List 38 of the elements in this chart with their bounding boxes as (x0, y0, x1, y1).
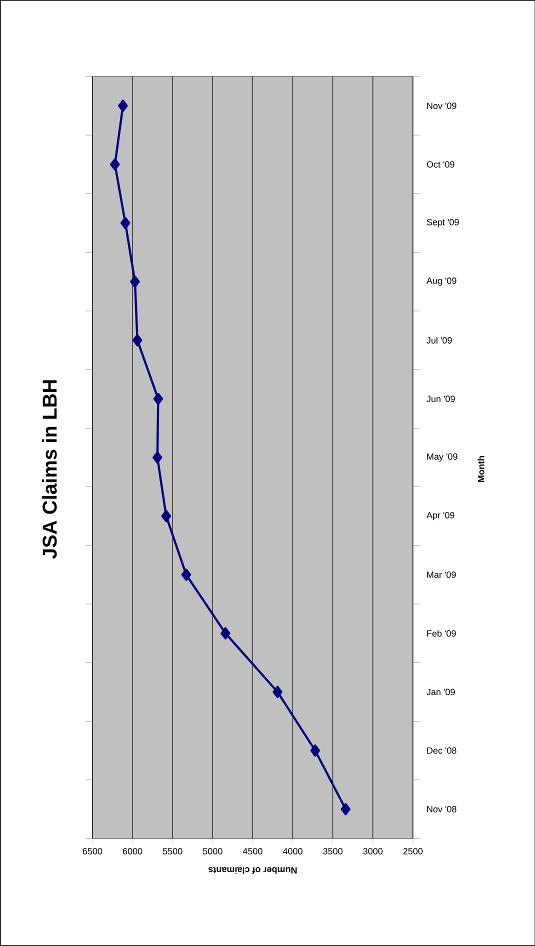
x-tick-label: 5500 (162, 848, 182, 854)
x-tick-label: 5000 (202, 848, 222, 854)
point (153, 392, 163, 405)
point (130, 276, 140, 288)
x-tick-label: 3000 (362, 848, 382, 854)
y-axis-title: Month (477, 456, 484, 482)
y-tick-label: Oct '09 (426, 161, 454, 168)
y-tick-label: Feb '09 (426, 630, 456, 637)
point (272, 686, 282, 698)
point (132, 334, 142, 346)
point (118, 100, 128, 112)
y-tick-label: Aug '09 (426, 278, 456, 286)
point (310, 744, 320, 757)
y-tick-label: Sept '09 (426, 218, 459, 228)
x-tick-label: 3500 (322, 848, 342, 854)
y-tick-label: Dec '08 (426, 747, 456, 754)
y-tick-label: Apr '09 (426, 512, 454, 520)
y-tick-label: Nov '09 (426, 102, 456, 110)
point (152, 451, 162, 464)
y-tick-label: Jul '09 (426, 336, 452, 344)
x-tick-label: 4000 (282, 848, 302, 854)
y-tick-label: May '09 (426, 453, 458, 462)
point (181, 568, 191, 581)
point (110, 158, 120, 171)
x-tick-label: 4500 (242, 848, 262, 854)
x-axis-title: Number of claimants (208, 867, 296, 874)
point (340, 803, 350, 816)
y-tick-label: Mar '09 (426, 572, 456, 578)
point (220, 627, 230, 640)
x-tick-label: 2500 (403, 848, 422, 854)
text: JSA Claims in LBH (42, 380, 57, 559)
x-tick-label: 6000 (122, 848, 142, 854)
x-tick-label: 6500 (82, 848, 102, 854)
point (161, 510, 171, 522)
point (120, 216, 130, 230)
y-tick-label: Nov '08 (426, 806, 456, 812)
y-tick-label: Jan '09 (426, 688, 455, 696)
y-tick-label: Jun '09 (426, 396, 455, 402)
